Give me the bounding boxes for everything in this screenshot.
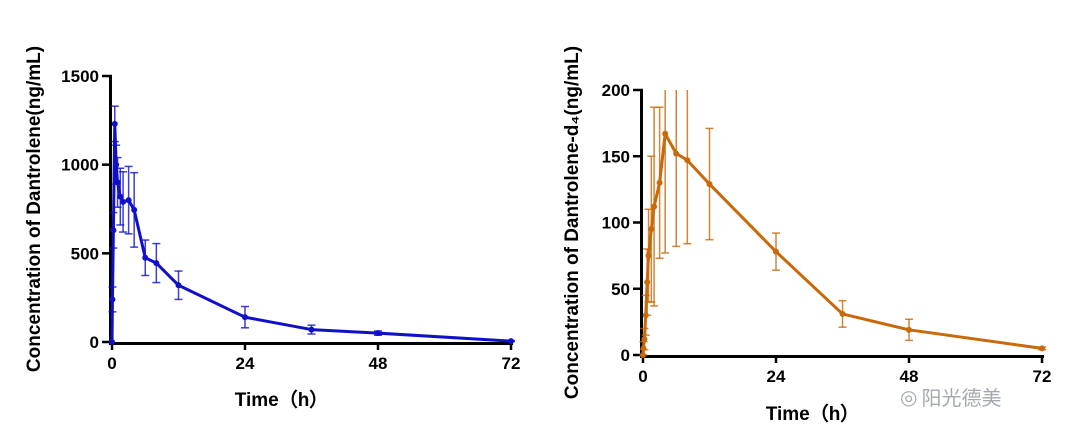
data-point bbox=[644, 279, 651, 286]
data-point bbox=[673, 150, 680, 157]
watermark: ◎ 阳光德美 bbox=[900, 382, 1001, 411]
y-axis-label: Concentration of Dantrolene(ng/mL) bbox=[24, 46, 45, 372]
data-point bbox=[117, 193, 124, 200]
data-point bbox=[508, 338, 514, 345]
x-axis-label: Time（h） bbox=[235, 388, 329, 411]
x-tick-label: 72 bbox=[502, 354, 521, 373]
data-point bbox=[906, 326, 912, 333]
wechat-icon: ◎ bbox=[900, 384, 918, 409]
data-point bbox=[120, 198, 127, 205]
data-point bbox=[110, 227, 117, 234]
x-tick-label: 24 bbox=[236, 354, 255, 373]
x-tick-label: 48 bbox=[369, 354, 388, 373]
data-point bbox=[153, 260, 160, 267]
data-point bbox=[656, 179, 663, 186]
y-tick-label: 0 bbox=[621, 346, 630, 365]
data-point bbox=[125, 197, 132, 204]
data-point bbox=[175, 282, 182, 289]
x-tick-label: 24 bbox=[767, 367, 786, 386]
data-point bbox=[684, 157, 691, 164]
data-point bbox=[113, 161, 120, 168]
data-point bbox=[839, 310, 846, 317]
data-point bbox=[142, 254, 149, 261]
y-tick-label: 1000 bbox=[61, 156, 99, 175]
data-point bbox=[375, 330, 381, 337]
data-point bbox=[131, 206, 138, 213]
watermark-text: 阳光德美 bbox=[921, 386, 1002, 410]
data-point bbox=[242, 314, 248, 321]
data-point bbox=[662, 130, 669, 137]
data-point bbox=[645, 252, 652, 259]
data-point bbox=[642, 312, 649, 319]
x-tick-label: 72 bbox=[1033, 367, 1052, 386]
x-axis-label: Time（h） bbox=[766, 402, 860, 425]
chart-dantrolene: 0 24 48 72 0 500 1000 1500 Time（h） Concentration … bbox=[24, 46, 520, 411]
data-point bbox=[640, 352, 646, 358]
x-tick-label: 48 bbox=[900, 367, 919, 386]
data-point bbox=[109, 296, 116, 303]
y-tick-label: 500 bbox=[71, 244, 99, 263]
y-tick-label: 100 bbox=[602, 214, 630, 233]
y-tick-label: 150 bbox=[602, 147, 630, 166]
data-point bbox=[308, 326, 315, 333]
x-tick-label: 0 bbox=[638, 367, 647, 386]
data-point bbox=[773, 248, 779, 255]
data-point bbox=[114, 179, 121, 186]
data-point bbox=[706, 181, 713, 188]
series-line bbox=[110, 122, 512, 343]
chart-dantrolene-d4: 0 24 48 72 0 50 100 150 200 Time（h） Concentration … bbox=[562, 46, 1051, 425]
y-tick-label: 0 bbox=[90, 333, 99, 352]
data-point bbox=[641, 336, 648, 343]
data-point bbox=[109, 339, 115, 345]
y-tick-label: 1500 bbox=[61, 67, 99, 86]
x-tick-label: 0 bbox=[107, 354, 116, 373]
data-point bbox=[648, 226, 655, 233]
data-point bbox=[111, 120, 118, 127]
y-axis-label: Concentration of Dantrolene-d₄(ng/mL) bbox=[562, 46, 583, 399]
y-tick-label: 50 bbox=[611, 280, 630, 299]
data-point bbox=[651, 203, 658, 210]
data-point bbox=[1039, 345, 1045, 352]
data-point bbox=[640, 345, 647, 352]
y-tick-label: 200 bbox=[602, 81, 630, 100]
